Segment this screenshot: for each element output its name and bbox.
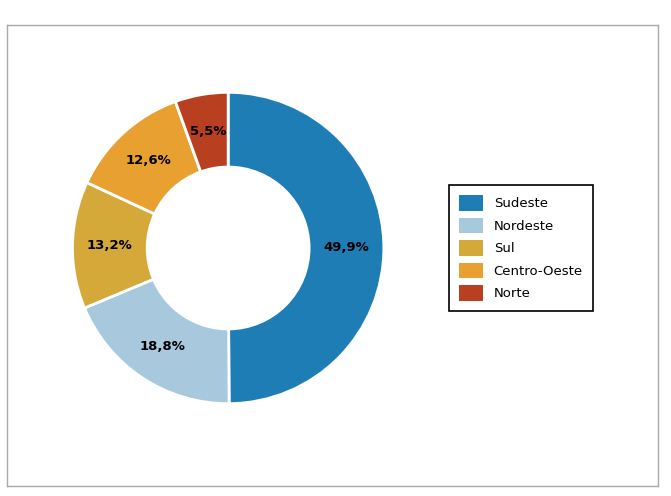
Legend: Sudeste, Nordeste, Sul, Centro-Oeste, Norte: Sudeste, Nordeste, Sul, Centro-Oeste, No… (449, 185, 593, 311)
Wedge shape (87, 102, 201, 214)
Wedge shape (85, 279, 229, 404)
Wedge shape (175, 92, 228, 172)
Wedge shape (228, 92, 384, 404)
Text: 49,9%: 49,9% (323, 241, 369, 254)
Wedge shape (72, 183, 155, 308)
Text: 5,5%: 5,5% (189, 125, 226, 138)
Text: 18,8%: 18,8% (140, 340, 186, 353)
Text: 12,6%: 12,6% (125, 154, 171, 167)
Text: 13,2%: 13,2% (87, 239, 133, 252)
